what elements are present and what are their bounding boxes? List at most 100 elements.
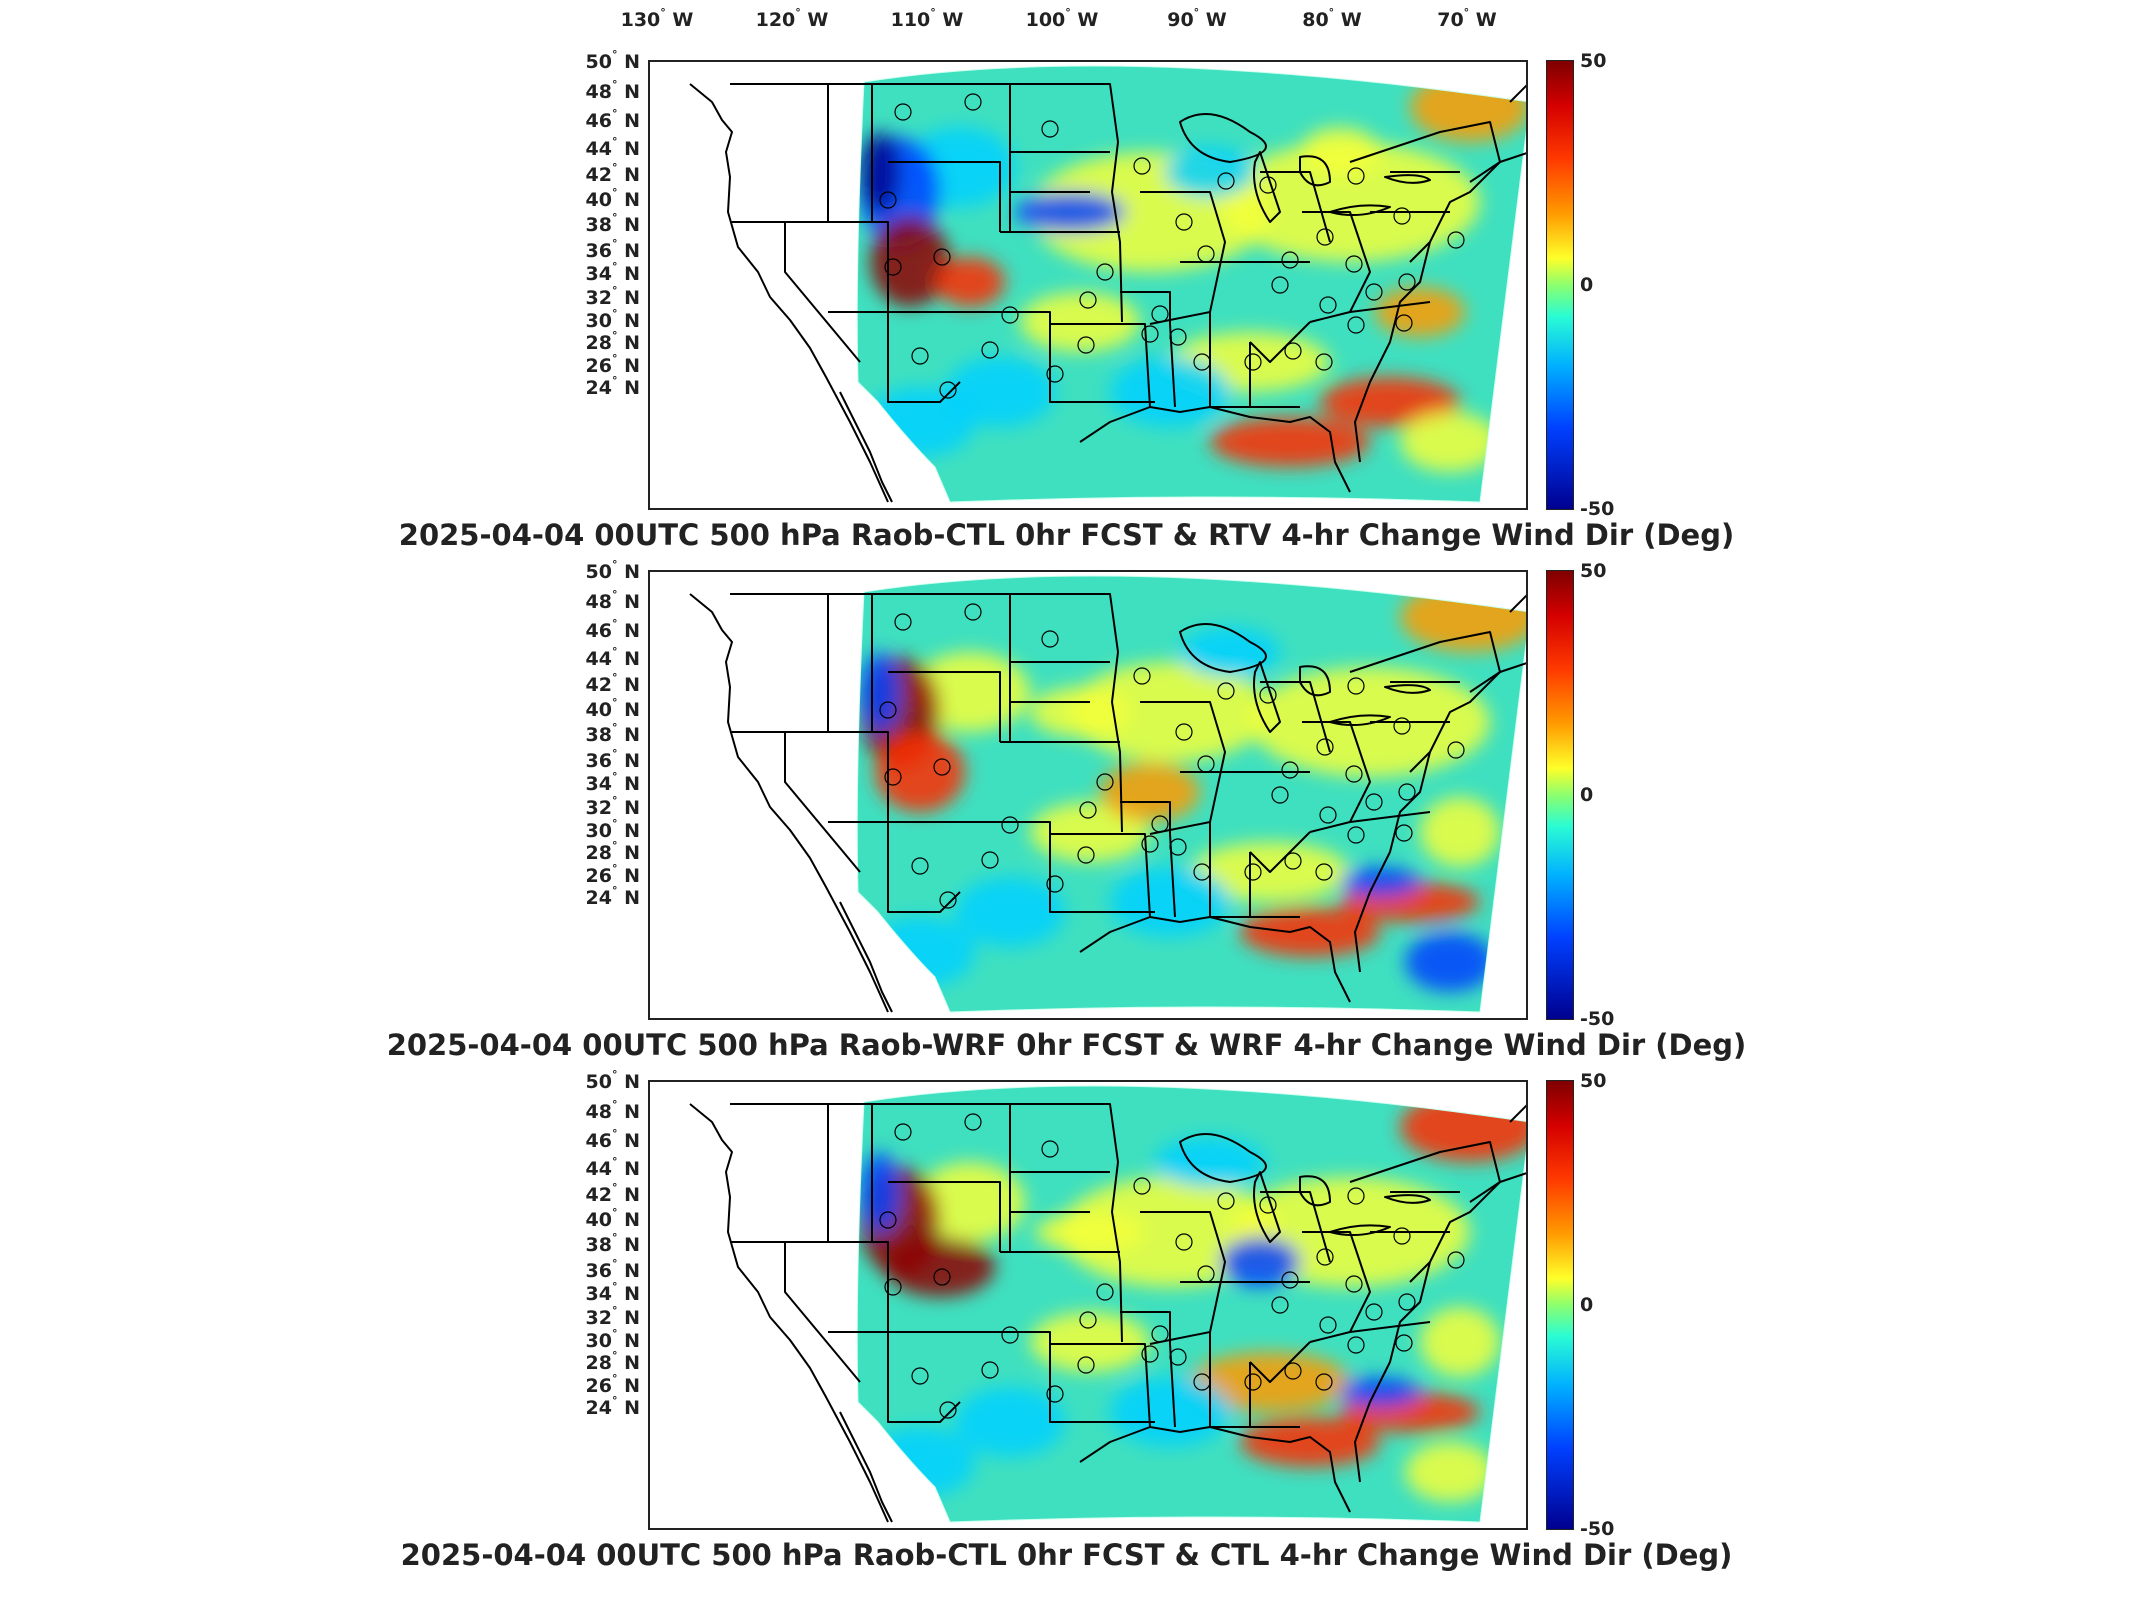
lon-label-120w: 120° W <box>755 6 829 31</box>
raob-station-marker <box>1347 1336 1365 1354</box>
raob-station-marker <box>884 768 902 786</box>
field-anomaly <box>1155 1137 1265 1187</box>
raob-station-marker <box>1096 1283 1114 1301</box>
raob-station-marker <box>1041 630 1059 648</box>
model-domain-edge <box>856 65 1526 503</box>
boundary-line <box>730 1103 873 1243</box>
boundary-line <box>1260 1191 1331 1263</box>
raob-station-marker <box>1193 863 1211 881</box>
raob-station-marker <box>1284 342 1302 360</box>
boundary-line <box>888 671 1001 742</box>
raob-station-marker <box>884 258 902 276</box>
boundary-line <box>1079 916 1351 1003</box>
boundary-line <box>1169 1343 1176 1428</box>
boundary-line <box>1354 1261 1431 1483</box>
boundary-line <box>1469 662 1526 693</box>
field-anomaly <box>1210 417 1370 467</box>
panel-title: 2025-04-04 00UTC 500 hPa Raob-WRF 0hr FC… <box>386 1028 1747 1062</box>
lon-label-110w: 110° W <box>890 6 964 31</box>
boundary-line <box>1010 1103 1123 1343</box>
raob-station-marker <box>1175 723 1193 741</box>
lat-label-30n: 30° N <box>585 817 640 842</box>
lat-label-42n: 42° N <box>585 671 640 696</box>
raob-station-marker <box>1175 213 1193 231</box>
lat-label-26n: 26° N <box>585 1372 640 1397</box>
raob-station-marker <box>981 341 999 359</box>
map-frame <box>648 570 1528 1020</box>
model-domain-edge <box>856 575 1526 1013</box>
boundary-line <box>1253 661 1281 733</box>
lat-label-26n: 26° N <box>585 862 640 887</box>
raob-station-marker <box>1244 863 1262 881</box>
field-anomaly <box>1030 802 1150 862</box>
raob-station-marker <box>1077 336 1095 354</box>
boundary-line <box>1509 594 1526 613</box>
wind-direction-field <box>857 66 1526 502</box>
colorbar-mid-label: 0 <box>1580 1294 1594 1316</box>
raob-station-marker <box>1398 783 1416 801</box>
boundary-line <box>1120 1311 1171 1344</box>
boundary-line <box>784 732 861 873</box>
lat-label-50n: 50° N <box>585 558 640 583</box>
raob-station-marker <box>1281 251 1299 269</box>
lat-label-42n: 42° N <box>585 161 640 186</box>
raob-station-marker <box>894 1123 912 1141</box>
lat-label-30n: 30° N <box>585 1327 640 1352</box>
panel-title: 2025-04-04 00UTC 500 hPa Raob-CTL 0hr FC… <box>398 518 1735 552</box>
raob-station-marker <box>1046 365 1064 383</box>
raob-station-marker <box>1217 1192 1235 1210</box>
boundary-line <box>689 593 889 1013</box>
raob-station-marker <box>1319 806 1337 824</box>
boundary-line <box>1349 1141 1501 1283</box>
lon-label-100w: 100° W <box>1025 6 1099 31</box>
raob-station-marker <box>1175 1233 1193 1251</box>
raob-station-marker <box>1347 167 1365 185</box>
field-background <box>857 576 1526 1012</box>
boundary-line <box>730 83 873 223</box>
raob-stations <box>879 603 1465 909</box>
boundary-line <box>1049 312 1155 403</box>
field-anomaly <box>1400 412 1500 472</box>
lat-label-38n: 38° N <box>585 211 640 236</box>
boundary-line <box>1384 684 1431 694</box>
raob-station-marker <box>1347 826 1365 844</box>
boundary-line <box>1010 593 1123 833</box>
raob-station-marker <box>1284 1362 1302 1380</box>
field-anomaly <box>1420 1307 1500 1377</box>
raob-station-marker <box>939 381 957 399</box>
boundary-line <box>1179 113 1267 163</box>
raob-station-marker <box>933 1268 951 1286</box>
lon-label-90w: 90° W <box>1167 6 1227 31</box>
field-anomaly <box>865 917 975 987</box>
lat-label-34n: 34° N <box>585 260 640 285</box>
raob-station-marker <box>1244 1373 1262 1391</box>
colorbar-max-label: 50 <box>1580 1070 1607 1092</box>
raob-station-marker <box>1197 755 1215 773</box>
boundary-line <box>784 222 861 363</box>
map-panel-1: 50° N 48° N 46° N 44° N 42° N 40° N 38° N 36° N… <box>0 48 2133 570</box>
field-anomaly <box>865 387 975 457</box>
raob-station-marker <box>1133 667 1151 685</box>
raob-station-marker <box>1345 255 1363 273</box>
raob-station-marker <box>939 1401 957 1419</box>
boundary-line <box>1253 151 1281 223</box>
field-anomaly <box>1340 1377 1420 1407</box>
raob-station-marker <box>1271 276 1289 294</box>
raob-station-marker <box>911 347 929 365</box>
raob-station-marker <box>1259 176 1277 194</box>
field-anomaly <box>945 357 1055 427</box>
raob-station-marker <box>1345 1275 1363 1293</box>
field-anomaly <box>860 652 900 732</box>
boundary-line <box>1140 191 1226 325</box>
raob-station-marker <box>1319 296 1337 314</box>
boundary-line <box>888 161 1001 232</box>
raob-station-marker <box>1393 717 1411 735</box>
lat-label-38n: 38° N <box>585 721 640 746</box>
field-anomaly <box>955 877 1065 947</box>
field-anomaly <box>1300 127 1380 177</box>
raob-station-marker <box>1365 1303 1383 1321</box>
raob-station-marker <box>1217 682 1235 700</box>
lon-label-80w: 80° W <box>1302 6 1362 31</box>
lat-label-50n: 50° N <box>585 48 640 73</box>
boundary-line <box>689 1103 889 1523</box>
